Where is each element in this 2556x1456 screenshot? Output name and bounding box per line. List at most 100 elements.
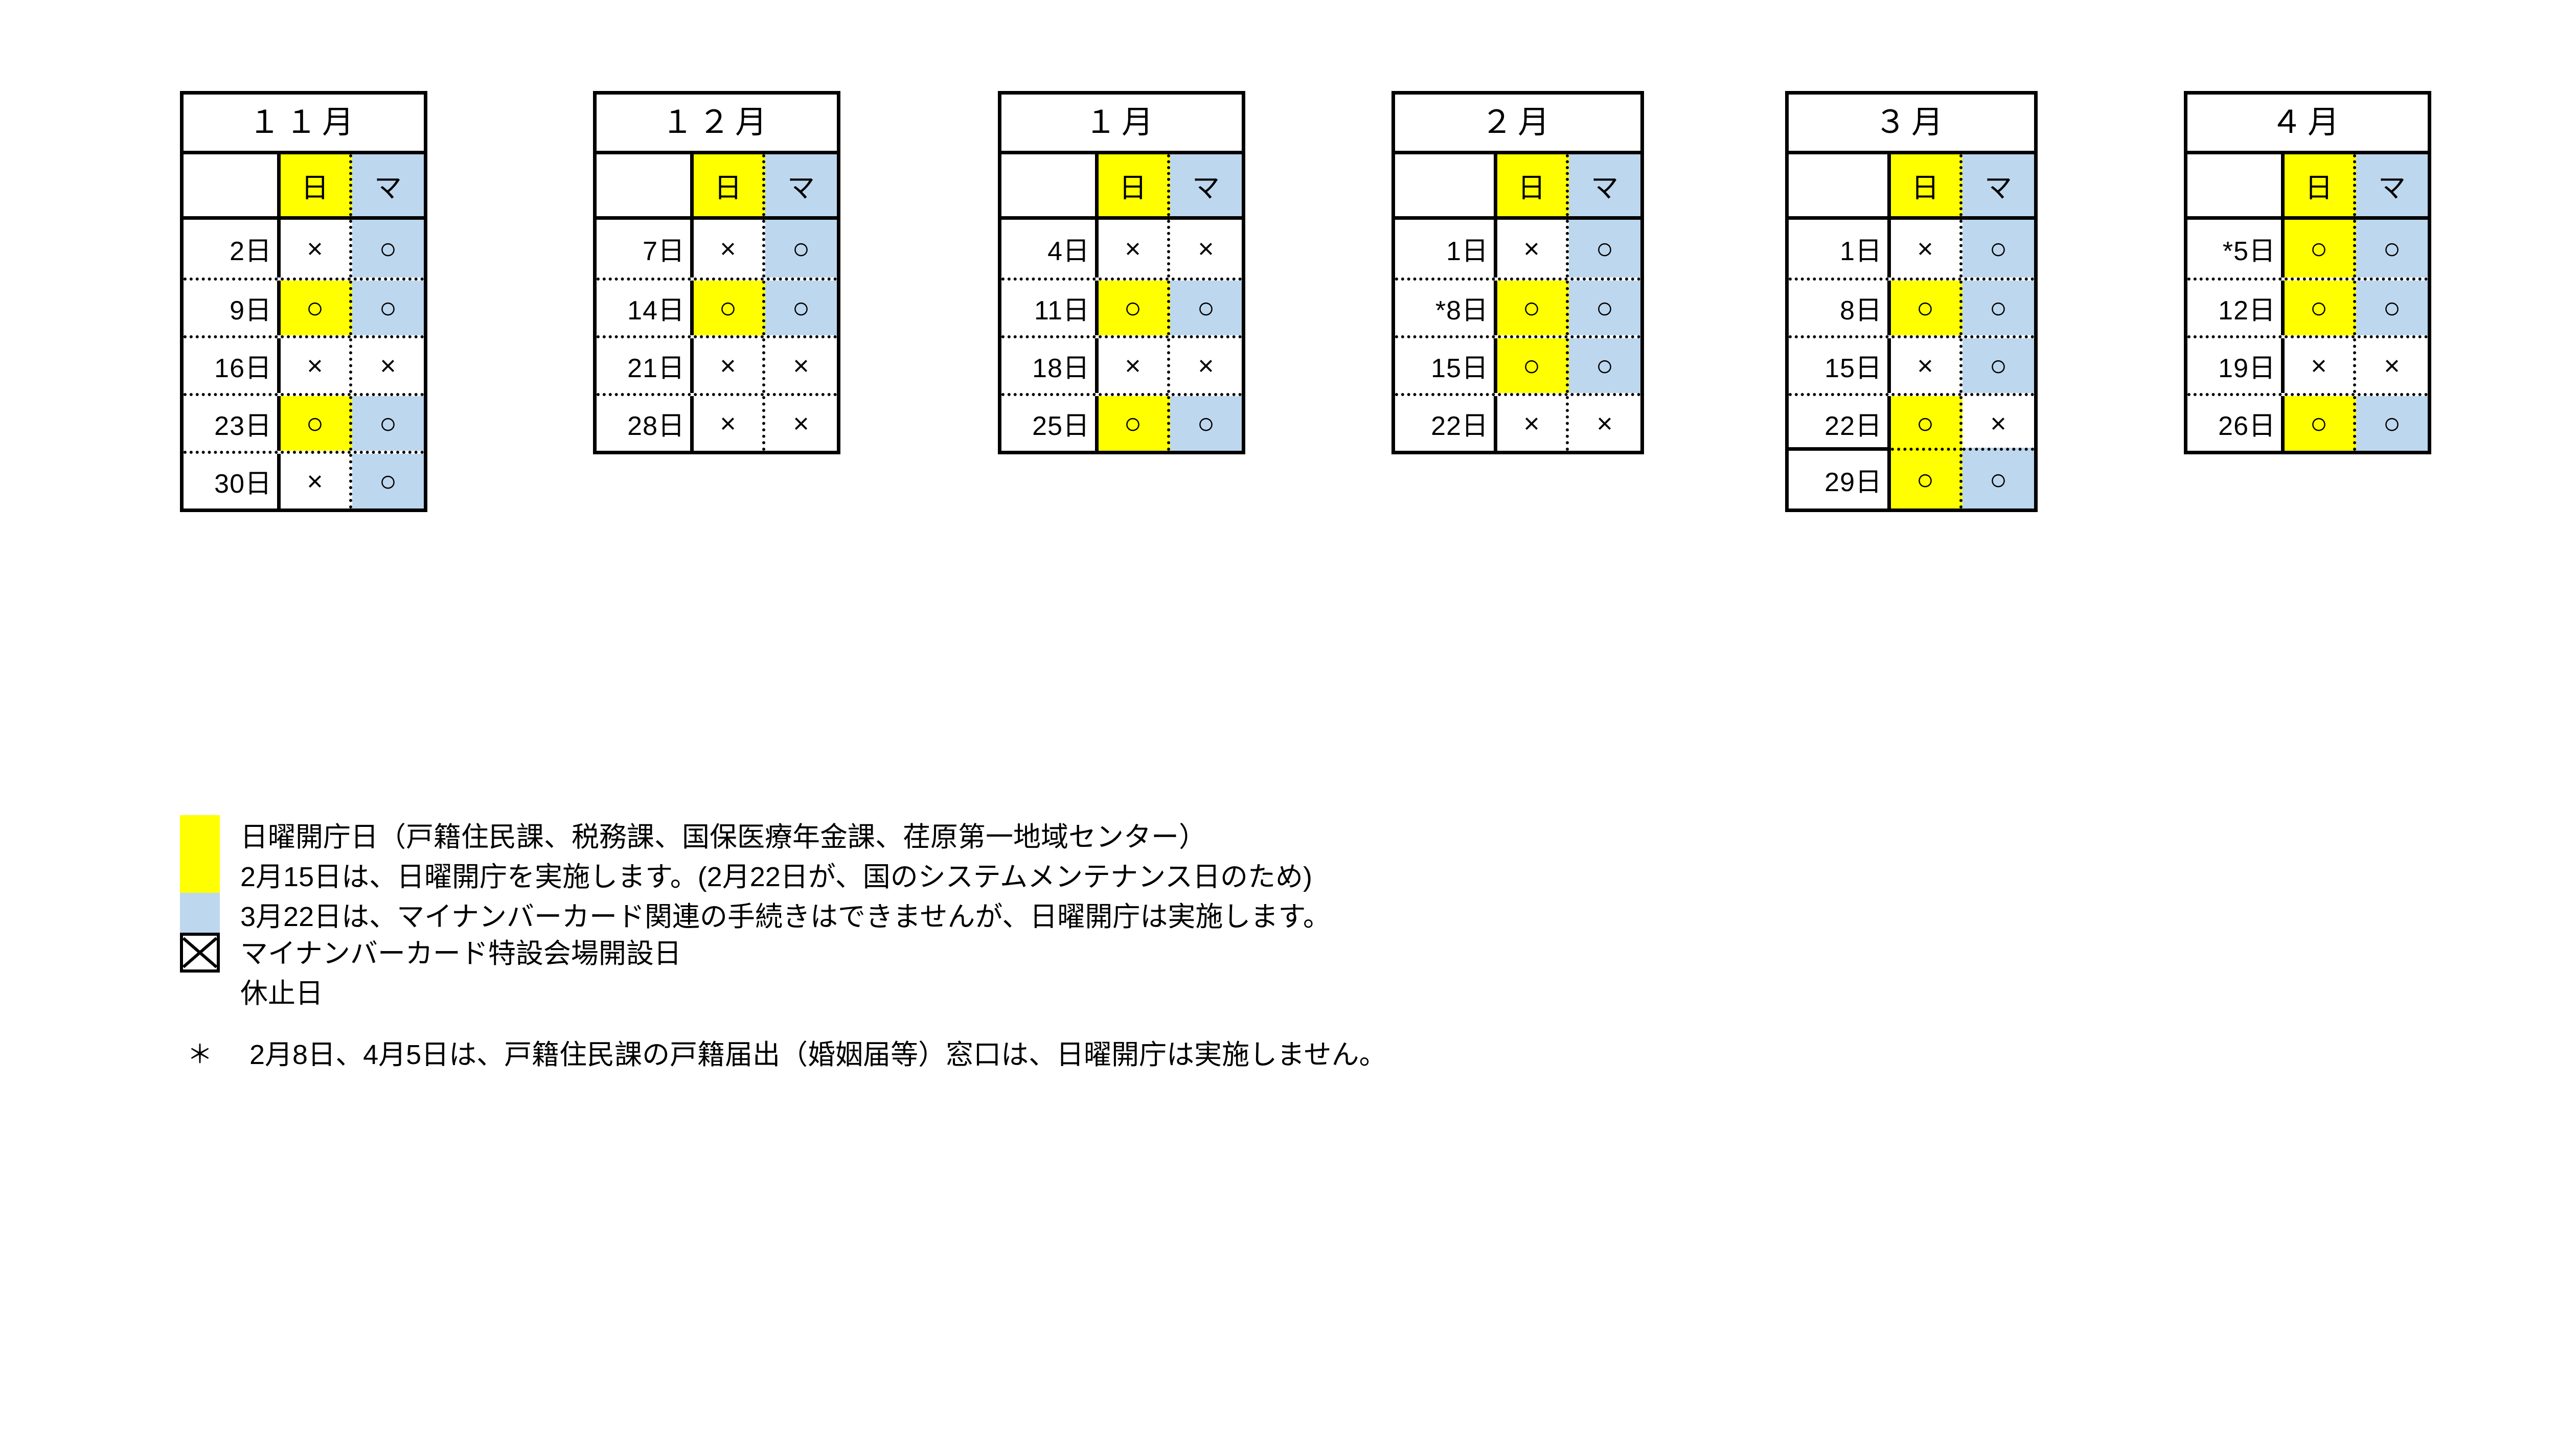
day-cell: *5日 bbox=[2187, 220, 2285, 278]
cross-icon: × bbox=[307, 466, 323, 497]
day-cell: 8日 bbox=[1789, 281, 1891, 335]
day-cell: 7日 bbox=[597, 220, 694, 278]
sunday-status-cell: × bbox=[281, 220, 352, 278]
sunday-status-cell: ○ bbox=[1497, 281, 1569, 335]
month-title: ２月 bbox=[1395, 95, 1640, 154]
table-row: *8日 ○ ○ bbox=[1395, 278, 1640, 335]
table-row: 9日 ○ ○ bbox=[184, 278, 424, 335]
column-header-row: 日マ bbox=[1001, 154, 1242, 220]
table-row: 28日 × × bbox=[597, 393, 837, 451]
cross-icon: × bbox=[793, 408, 809, 439]
cross-icon: × bbox=[1917, 233, 1933, 264]
month-title: １２月 bbox=[597, 95, 837, 154]
cross-icon: × bbox=[1125, 233, 1141, 264]
table-row: 19日 × × bbox=[2187, 335, 2428, 393]
day-cell: 14日 bbox=[597, 281, 694, 335]
mynumber-status-cell: ○ bbox=[352, 454, 424, 509]
circle-icon: ○ bbox=[379, 291, 397, 325]
circle-icon: ○ bbox=[2383, 232, 2401, 265]
cross-icon: × bbox=[307, 350, 323, 381]
circle-icon: ○ bbox=[1522, 291, 1541, 325]
circle-icon: ○ bbox=[1124, 291, 1142, 325]
column-header-row: 日マ bbox=[597, 154, 837, 220]
month-title: ３月 bbox=[1789, 95, 2034, 154]
cross-icon: × bbox=[2311, 350, 2327, 381]
sunday-status-cell: ○ bbox=[1891, 396, 1962, 451]
header-mynumber-cell: マ bbox=[1962, 154, 2034, 216]
header-blank-cell bbox=[1001, 154, 1099, 216]
month-table: ２月日マ 1日 × ○ *8日 ○ ○ 15日 ○ ○ 22日 × × bbox=[1391, 91, 1644, 454]
day-cell: *8日 bbox=[1395, 281, 1497, 335]
circle-icon: ○ bbox=[306, 406, 324, 440]
circle-icon: ○ bbox=[379, 232, 397, 265]
header-mynumber-cell: マ bbox=[1569, 154, 1640, 216]
day-cell: 30日 bbox=[184, 454, 281, 509]
day-cell: 2日 bbox=[184, 220, 281, 278]
circle-icon: ○ bbox=[719, 291, 737, 325]
mynumber-status-cell: ○ bbox=[765, 281, 837, 335]
legend-text-column: 日曜開庁日（戸籍住民課、税務課、国保医療年金課、荏原第一地域センター） 2月15… bbox=[240, 815, 2556, 1009]
cross-icon: × bbox=[2384, 350, 2400, 381]
header-mynumber-label: マ bbox=[374, 173, 402, 203]
cross-icon: × bbox=[1917, 350, 1933, 381]
table-row: 1日 × ○ bbox=[1789, 220, 2034, 278]
mynumber-status-cell: ○ bbox=[2356, 220, 2428, 278]
circle-icon: ○ bbox=[1197, 291, 1215, 325]
month-table: １１月日マ 2日 × ○ 9日 ○ ○ 16日 × × 23日 ○ ○ 30日 × ○ bbox=[180, 91, 427, 512]
header-sunday-cell: 日 bbox=[1099, 154, 1170, 216]
sunday-status-cell: × bbox=[1099, 220, 1170, 278]
cross-icon: × bbox=[1596, 408, 1613, 439]
mynumber-status-cell: ○ bbox=[1569, 220, 1640, 278]
header-mynumber-cell: マ bbox=[765, 154, 837, 216]
mynumber-status-cell: ○ bbox=[2356, 396, 2428, 451]
day-cell: 19日 bbox=[2187, 338, 2285, 393]
mynumber-status-cell: ○ bbox=[1962, 338, 2034, 393]
legend-footnote: ＊ 2月8日、4月5日は、戸籍住民課の戸籍届出（婚姻届等）窓口は、日曜開庁は実施… bbox=[180, 1032, 1387, 1072]
sunday-status-cell: ○ bbox=[281, 281, 352, 335]
circle-icon: ○ bbox=[2383, 406, 2401, 440]
table-row: 23日 ○ ○ bbox=[184, 393, 424, 451]
day-cell: 18日 bbox=[1001, 338, 1099, 393]
header-sunday-cell: 日 bbox=[1497, 154, 1569, 216]
mynumber-status-cell: ○ bbox=[1170, 396, 1242, 451]
header-mynumber-label: マ bbox=[2378, 173, 2406, 203]
header-sunday-cell: 日 bbox=[2285, 154, 2356, 216]
day-cell: 15日 bbox=[1395, 338, 1497, 393]
legend-line-closed-day: 休止日 bbox=[240, 978, 323, 1009]
header-blank-cell bbox=[184, 154, 281, 216]
day-cell: 26日 bbox=[2187, 396, 2285, 451]
circle-icon: ○ bbox=[2310, 406, 2328, 440]
legend-footnote-text: 2月8日、4月5日は、戸籍住民課の戸籍届出（婚姻届等）窓口は、日曜開庁は実施しま… bbox=[249, 1039, 1387, 1070]
cross-icon: × bbox=[1198, 233, 1214, 264]
table-row: 14日 ○ ○ bbox=[597, 278, 837, 335]
circle-icon: ○ bbox=[1989, 232, 2007, 265]
legend-swatch-mynumber-venue bbox=[180, 893, 220, 933]
cross-icon: × bbox=[720, 233, 736, 264]
month-table: ４月日マ *5日 ○ ○ 12日 ○ ○ 19日 × × 26日 ○ ○ bbox=[2184, 91, 2431, 454]
sunday-status-cell: ○ bbox=[1891, 448, 1962, 509]
header-sunday-label: 日 bbox=[714, 173, 742, 203]
day-cell: 1日 bbox=[1789, 220, 1891, 278]
sunday-status-cell: × bbox=[694, 220, 765, 278]
legend-line-sunday-open: 日曜開庁日（戸籍住民課、税務課、国保医療年金課、荏原第一地域センター） bbox=[240, 822, 1206, 852]
sunday-status-cell: × bbox=[1891, 338, 1962, 393]
legend-swatch-sunday-open bbox=[180, 815, 220, 893]
table-row: 4日 × × bbox=[1001, 220, 1242, 278]
sunday-status-cell: ○ bbox=[1891, 281, 1962, 335]
mynumber-status-cell: × bbox=[1170, 338, 1242, 393]
table-row: 15日 × ○ bbox=[1789, 335, 2034, 393]
mynumber-status-cell: × bbox=[1962, 396, 2034, 451]
cross-icon: × bbox=[380, 350, 396, 381]
sunday-status-cell: × bbox=[694, 396, 765, 451]
circle-icon: ○ bbox=[1522, 349, 1541, 382]
legend-line-feb15-note: 2月15日は、日曜開庁を実施します。(2月22日が、国のシステムメンテナンス日の… bbox=[240, 862, 1312, 892]
header-sunday-label: 日 bbox=[1911, 173, 1939, 203]
day-cell: 29日 bbox=[1789, 447, 1891, 509]
table-row: 12日 ○ ○ bbox=[2187, 278, 2428, 335]
header-sunday-label: 日 bbox=[1518, 173, 1545, 203]
header-blank-cell bbox=[1395, 154, 1497, 216]
month-title: １１月 bbox=[184, 95, 424, 154]
month-table: ３月日マ 1日 × ○ 8日 ○ ○ 15日 × ○ 22日 ○ × 29日 ○ ○ bbox=[1785, 91, 2038, 512]
day-cell: 15日 bbox=[1789, 338, 1891, 393]
mynumber-status-cell: ○ bbox=[1170, 281, 1242, 335]
